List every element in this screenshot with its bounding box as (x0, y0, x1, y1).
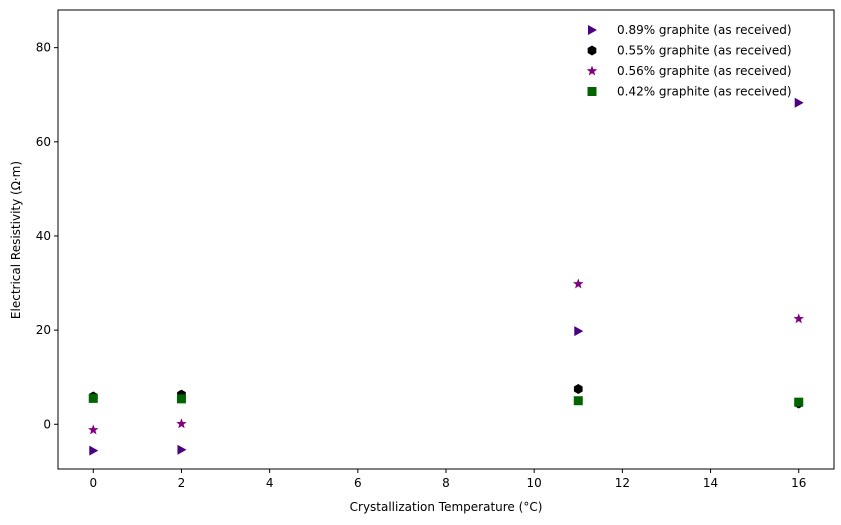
x-tick-label: 16 (791, 476, 806, 490)
y-tick-label: 20 (36, 323, 51, 337)
legend-marker (586, 65, 598, 76)
legend-label: 0.42% graphite (as received) (617, 85, 792, 99)
y-tick-label: 60 (36, 135, 51, 149)
legend-label: 0.89% graphite (as received) (617, 23, 792, 37)
legend-marker (587, 45, 597, 56)
data-point-series-3 (793, 313, 804, 324)
data-point-series-4 (176, 394, 186, 404)
legend-marker (587, 87, 597, 96)
data-point-series-1 (794, 97, 804, 108)
data-point-series-4 (794, 397, 804, 407)
x-tick-label: 2 (178, 476, 186, 490)
legend: 0.89% graphite (as received) 0.55% graphi… (586, 23, 792, 99)
legend-label: 0.56% graphite (as received) (617, 64, 792, 78)
x-tick-label: 4 (266, 476, 274, 490)
data-point-series-1 (89, 445, 99, 456)
x-axis-ticks: 0 2 4 6 8 10 12 14 16 (89, 469, 806, 490)
y-axis-ticks: 0 20 40 60 80 (36, 41, 58, 431)
y-tick-label: 80 (36, 41, 51, 55)
x-tick-label: 8 (442, 476, 450, 490)
x-tick-label: 10 (527, 476, 542, 490)
legend-marker (588, 25, 597, 35)
y-tick-label: 40 (36, 229, 51, 243)
y-axis-title: Electrical Resistivity (Ω·m) (9, 161, 23, 319)
x-tick-label: 14 (703, 476, 718, 490)
data-point-series-3 (88, 424, 99, 435)
data-point-series-3 (176, 418, 187, 429)
data-point-series-4 (573, 396, 583, 406)
plot-frame (57, 9, 835, 470)
x-tick-label: 6 (354, 476, 362, 490)
data-point-series-3 (573, 278, 584, 289)
data-point-series-1 (574, 326, 584, 337)
x-tick-label: 12 (615, 476, 630, 490)
legend-label: 0.55% graphite (as received) (617, 44, 792, 58)
x-tick-label: 0 (89, 476, 97, 490)
data-point-series-4 (88, 393, 98, 403)
data-point-series-2 (573, 383, 583, 394)
x-axis-title: Crystallization Temperature (°C) (350, 500, 543, 514)
y-tick-label: 0 (43, 417, 51, 431)
data-point-series-1 (177, 444, 187, 455)
data-points (88, 97, 804, 456)
